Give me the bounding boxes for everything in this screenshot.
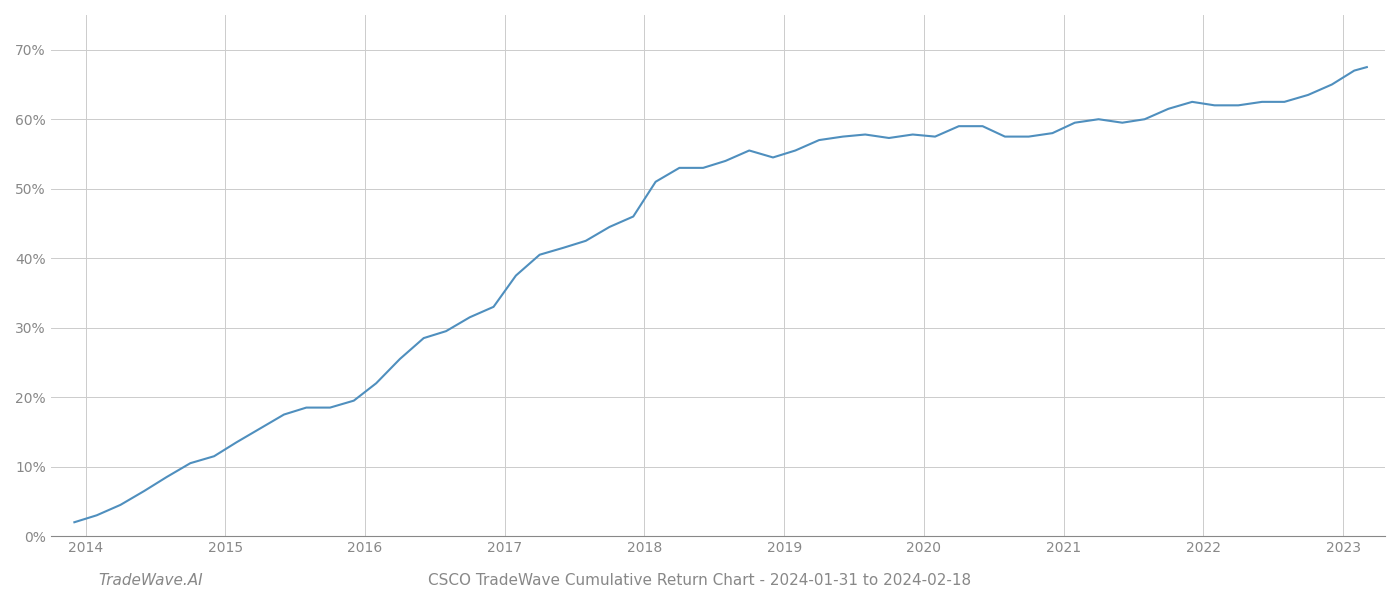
Text: CSCO TradeWave Cumulative Return Chart - 2024-01-31 to 2024-02-18: CSCO TradeWave Cumulative Return Chart -… — [428, 573, 972, 588]
Text: TradeWave.AI: TradeWave.AI — [98, 573, 203, 588]
